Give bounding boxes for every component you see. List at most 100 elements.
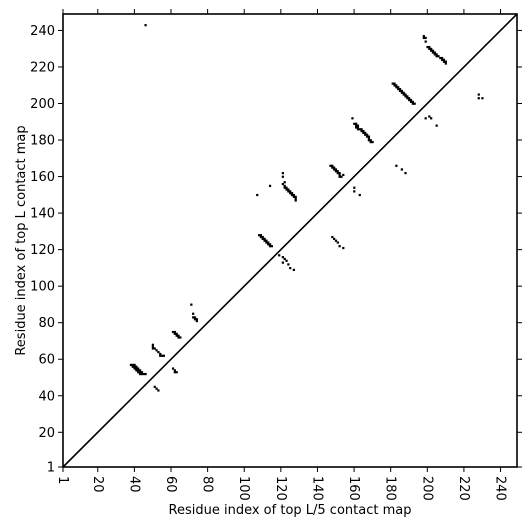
contact-point <box>285 259 288 262</box>
contact-point <box>439 56 442 60</box>
contact-point <box>435 124 438 127</box>
contact-point <box>442 60 446 63</box>
contact-point <box>336 170 339 173</box>
contact-point <box>431 51 435 54</box>
x-tick-label: 20 <box>90 476 105 493</box>
contact-point <box>364 131 367 135</box>
contact-point <box>135 365 138 368</box>
contact-point <box>137 371 140 374</box>
contact-point <box>333 168 336 171</box>
contact-point <box>294 197 297 200</box>
y-tick-label: 120 <box>30 243 55 258</box>
contact-point <box>331 164 334 167</box>
contact-point <box>397 86 400 89</box>
contact-point <box>173 330 176 334</box>
contact-point <box>177 334 180 337</box>
contact-point <box>267 241 270 244</box>
contact-point <box>138 371 142 374</box>
contact-points <box>129 24 484 392</box>
contact-point <box>160 354 164 357</box>
contact-point <box>353 190 356 193</box>
x-tick-label: 80 <box>200 476 215 493</box>
contact-point <box>283 181 286 184</box>
contact-point <box>351 117 354 120</box>
contact-point <box>287 190 290 193</box>
contact-point <box>281 261 284 264</box>
contact-point <box>481 97 484 100</box>
contact-point <box>430 49 433 52</box>
contact-point <box>142 372 145 376</box>
contact-point <box>367 135 371 138</box>
x-tick-label: 120 <box>273 476 288 501</box>
contact-point <box>395 84 398 87</box>
x-axis-ticks: 1 20 40 60 80 100 120 140 160 180 200 220 240 <box>55 9 508 501</box>
contact-point <box>151 345 155 348</box>
x-axis-label: Residue index of top L/5 contact map <box>169 503 412 518</box>
y-tick-label: 1 <box>47 461 55 476</box>
contact-point <box>413 102 416 105</box>
contact-point <box>285 188 288 191</box>
contact-point <box>409 100 413 103</box>
contact-point <box>159 354 162 357</box>
contact-point <box>257 234 261 237</box>
contact-point <box>193 316 197 319</box>
contact-point <box>404 95 407 98</box>
contact-point <box>281 256 284 259</box>
contact-point <box>261 235 264 239</box>
contact-point <box>477 93 480 96</box>
contact-point <box>287 263 290 266</box>
contact-point <box>265 241 268 244</box>
contact-point <box>331 166 334 169</box>
contact-point <box>175 334 178 337</box>
contact-point <box>442 58 446 61</box>
contact-point <box>336 172 339 175</box>
contact-point <box>263 237 266 240</box>
contact-point <box>358 193 361 197</box>
contact-point <box>283 186 286 189</box>
contact-point <box>173 332 176 335</box>
contact-point <box>365 133 369 136</box>
contact-point <box>259 235 263 239</box>
y-tick-label: 140 <box>30 207 55 222</box>
contact-point <box>190 303 193 306</box>
contact-point <box>270 245 274 248</box>
contact-point <box>362 129 365 133</box>
contact-point <box>406 95 409 98</box>
contact-point <box>285 186 288 189</box>
contact-point <box>135 367 138 370</box>
contact-point <box>360 128 363 131</box>
contact-point <box>192 316 195 319</box>
contact-point <box>292 193 295 197</box>
y-tick-label: 40 <box>38 389 55 404</box>
contact-point <box>411 100 414 103</box>
x-tick-label: 180 <box>383 476 398 501</box>
y-axis-label: Residue index of top L contact map <box>14 125 29 355</box>
contact-point <box>353 122 356 125</box>
contact-point <box>133 365 136 368</box>
contact-point <box>283 257 286 261</box>
contact-point <box>371 140 374 144</box>
diagonal-line <box>62 13 518 468</box>
contact-point <box>137 369 140 372</box>
contact-point <box>398 89 402 93</box>
contact-point <box>287 188 290 191</box>
y-tick-label: 160 <box>30 170 55 185</box>
y-tick-label: 100 <box>30 280 55 295</box>
contact-point <box>175 371 178 374</box>
contact-point <box>369 139 372 142</box>
contact-point <box>336 241 339 244</box>
contact-point <box>342 173 345 177</box>
contact-point <box>430 117 433 120</box>
contact-point <box>444 60 447 63</box>
contact-point <box>157 389 160 392</box>
contact-point <box>354 126 358 129</box>
contact-point <box>424 36 427 40</box>
contact-point <box>192 312 195 315</box>
contact-point <box>365 135 369 138</box>
contact-point <box>177 336 180 339</box>
contact-point <box>354 122 358 125</box>
x-tick-label: 160 <box>346 476 361 501</box>
contact-point <box>263 239 266 242</box>
contact-point <box>433 51 436 54</box>
contact-point <box>393 82 396 85</box>
